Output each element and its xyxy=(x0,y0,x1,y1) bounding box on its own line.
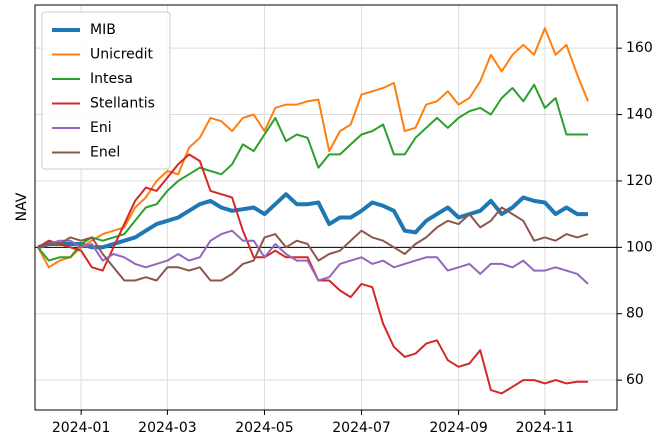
y-tick-label: 120 xyxy=(626,173,653,189)
legend-label: Enel xyxy=(90,145,120,161)
legend-label: Intesa xyxy=(90,71,133,87)
y-tick-label: 140 xyxy=(626,107,653,123)
legend-label: Unicredit xyxy=(90,47,154,63)
x-tick-label: 2024-05 xyxy=(235,420,294,436)
x-tick-label: 2024-09 xyxy=(429,420,488,436)
y-tick-label: 60 xyxy=(626,372,644,388)
x-tick-label: 2024-03 xyxy=(138,420,197,436)
line-series xyxy=(37,27,589,269)
legend-box xyxy=(41,11,171,170)
legend-label: Eni xyxy=(90,120,112,136)
line-series xyxy=(37,206,589,282)
x-tick-label: 2024-07 xyxy=(332,420,391,436)
line-series xyxy=(37,83,588,262)
y-tick-label: 100 xyxy=(626,239,653,255)
line-series xyxy=(37,229,589,285)
y-tick-label: 160 xyxy=(626,40,653,56)
legend-label: Stellantis xyxy=(90,96,155,112)
x-tick-label: 2024-01 xyxy=(52,420,111,436)
y-axis-label: NAV xyxy=(14,192,30,221)
plot-frame xyxy=(34,4,618,411)
x-tick-label: 2024-11 xyxy=(516,420,575,436)
y-tick-label: 80 xyxy=(626,306,644,322)
line-series xyxy=(37,153,588,395)
line-series xyxy=(37,192,588,250)
legend-label: MIB xyxy=(90,22,116,38)
